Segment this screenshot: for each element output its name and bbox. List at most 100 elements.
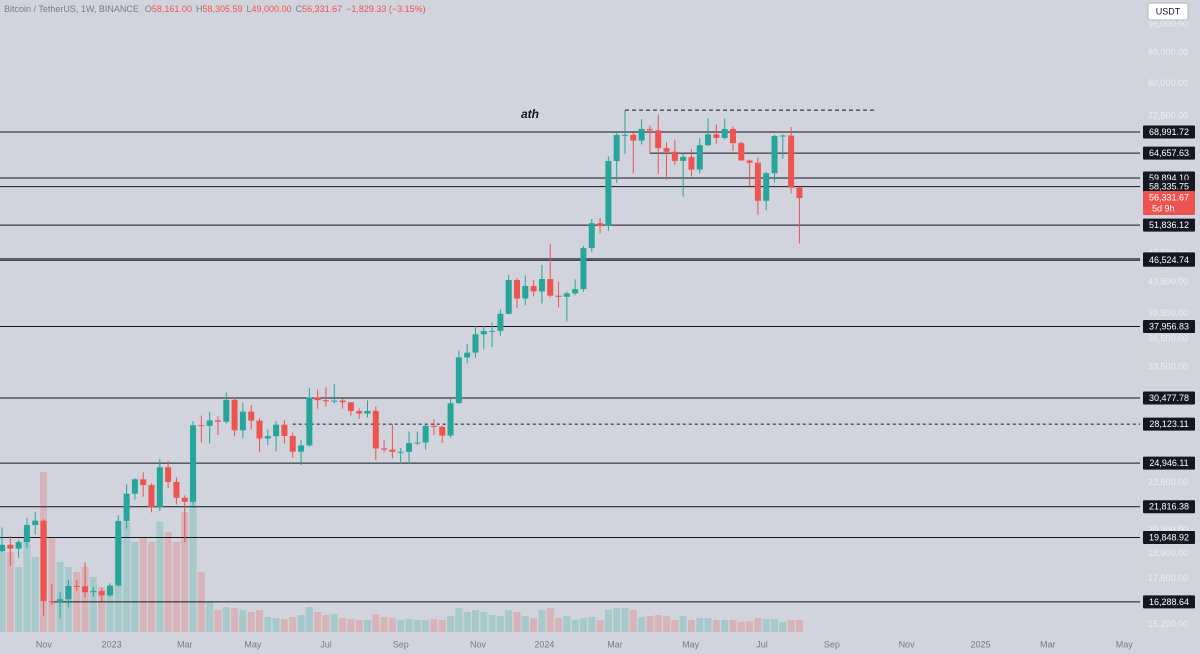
level-label: 28,123.11 [1149, 419, 1188, 429]
candle-body [597, 223, 604, 226]
candle-body [406, 443, 413, 452]
candle-body [190, 425, 197, 502]
volume-bar [189, 482, 197, 632]
level-label-box [1143, 456, 1195, 470]
candle-body [530, 285, 537, 292]
candle-body [7, 544, 14, 549]
volume-bar [638, 617, 646, 632]
candle-body [98, 591, 105, 596]
volume-bar [555, 618, 563, 632]
volume-bar [629, 610, 637, 632]
volume-bar [571, 620, 579, 632]
candle-body [298, 445, 305, 452]
volume-bar [663, 616, 671, 632]
volume-bar [771, 619, 779, 632]
candle-body [90, 591, 97, 593]
volume-bar [754, 618, 762, 632]
x-tick-label: May [682, 639, 700, 649]
volume-bar [89, 577, 97, 632]
volume-bar [181, 512, 189, 632]
volume-bar [156, 522, 164, 632]
candle-body [73, 585, 80, 587]
candle-body [48, 601, 55, 603]
x-tick-label: Sep [824, 639, 840, 649]
volume-bar [538, 610, 546, 632]
volume-bar [746, 621, 754, 632]
volume-bar [438, 620, 446, 632]
candle-body [339, 400, 346, 403]
candle-body [389, 449, 396, 452]
candle-body [771, 135, 778, 174]
y-tick-label: 39,500.00 [1148, 308, 1188, 318]
candle-body [106, 585, 113, 596]
volume-bar [0, 547, 6, 632]
volume-bar [106, 587, 114, 632]
volume-bar [297, 615, 305, 632]
ohlc-value: 56,331.67 [302, 4, 342, 14]
volume-bar [255, 610, 263, 632]
volume-bar [505, 610, 513, 632]
x-tick-label: Jul [320, 639, 332, 649]
candle-body [746, 160, 753, 163]
volume-bar [372, 614, 380, 632]
volume-bar [31, 557, 39, 632]
volume-bar [305, 607, 313, 632]
ohlc-key: H [196, 4, 203, 14]
candle-body [455, 357, 462, 404]
x-tick-label: Nov [899, 639, 916, 649]
candle-body [763, 173, 770, 201]
volume-bar [721, 620, 729, 632]
level-label: 59,894.10 [1149, 173, 1189, 183]
volume-bar [679, 616, 687, 632]
candle-body [140, 479, 147, 486]
candle-body [655, 130, 662, 149]
candle-body [796, 187, 803, 199]
volume-bar [687, 620, 695, 632]
symbol: Bitcoin / TetherUS, 1W, BINANCE [4, 4, 139, 14]
candle-body [231, 399, 238, 431]
volume-bar [779, 622, 787, 632]
volume-bar [480, 612, 488, 632]
volume-bar [264, 617, 272, 632]
candle-body [248, 411, 255, 421]
volume-bar [139, 537, 147, 632]
volume-bar [164, 532, 172, 632]
volume-bar [795, 620, 803, 632]
annotation: ath [521, 107, 539, 121]
ohlc-key: C [296, 4, 303, 14]
x-tick-label: Nov [36, 639, 53, 649]
volume-bar [6, 552, 14, 632]
level-label: 19,848.92 [1149, 532, 1189, 542]
level-label: 30,477.78 [1149, 393, 1189, 403]
volume-bar [339, 618, 347, 632]
level-label: 58,335.75 [1149, 182, 1189, 192]
volume-bar [455, 608, 463, 632]
candle-body [514, 279, 521, 299]
change: −1,829.33 (−3.15%) [346, 4, 426, 14]
candle-body [165, 467, 172, 482]
volume-bar [513, 612, 521, 632]
candle-body [422, 425, 429, 443]
volume-bar [231, 608, 239, 632]
candle-body [688, 156, 695, 170]
volume-bar [123, 522, 131, 632]
candle-body [680, 156, 687, 161]
candle-body [0, 544, 5, 552]
candle-body [729, 128, 736, 144]
level-label-box [1143, 417, 1195, 431]
candle-body [131, 479, 138, 494]
volume-bar [15, 567, 23, 632]
candle-body [480, 330, 487, 335]
candle-body [314, 397, 321, 401]
candle-body [497, 313, 504, 331]
volume-bar [447, 616, 455, 632]
candle-body [214, 420, 221, 422]
level-label-box [1143, 180, 1195, 194]
y-tick-label: 96,000.00 [1148, 19, 1188, 29]
candle-body [223, 399, 230, 422]
last-price-label: 56,331.67 [1149, 192, 1189, 202]
volume-bar [521, 616, 529, 632]
x-tick-label: May [1116, 639, 1134, 649]
x-tick-label: Nov [470, 639, 487, 649]
